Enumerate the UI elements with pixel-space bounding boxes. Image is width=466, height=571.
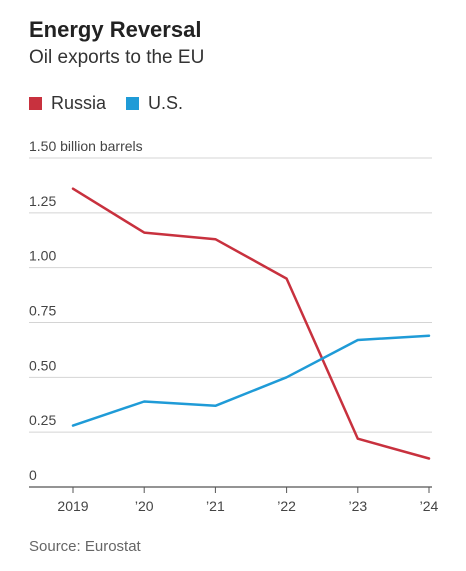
y-tick-label: 0.50 [29,357,56,373]
x-tick-label: ’21 [206,498,225,514]
x-tick-label: 2019 [57,498,88,514]
x-tick-label: ’24 [420,498,439,514]
x-tick-label: ’20 [135,498,154,514]
chart-subtitle: Oil exports to the EU [29,47,205,68]
x-tick-label: ’22 [277,498,296,514]
series-line-us [71,334,431,427]
legend-label-us: U.S. [148,93,184,113]
series-line-russia [71,187,431,460]
legend-item-us: U.S. [126,93,183,114]
y-tick-label: 1.00 [29,248,56,264]
y-tick-label: 0 [29,467,37,483]
y-tick-label: 0.25 [29,412,56,428]
chart-title: Energy Reversal [29,17,202,42]
source-note: Source: Eurostat [29,538,141,555]
y-tick-label: 1.50 billion barrels [29,138,143,154]
legend-item-russia: Russia [29,93,106,114]
y-tick-label: 0.75 [29,303,56,319]
x-tick-label: ’23 [348,498,367,514]
chart-legend: Russia U.S. [29,93,203,114]
legend-swatch-russia [29,97,42,110]
y-tick-label: 1.25 [29,193,56,209]
legend-swatch-us [126,97,140,110]
legend-label-russia: Russia [51,93,107,113]
y-axis-unit-label: billion barrels [56,138,142,154]
